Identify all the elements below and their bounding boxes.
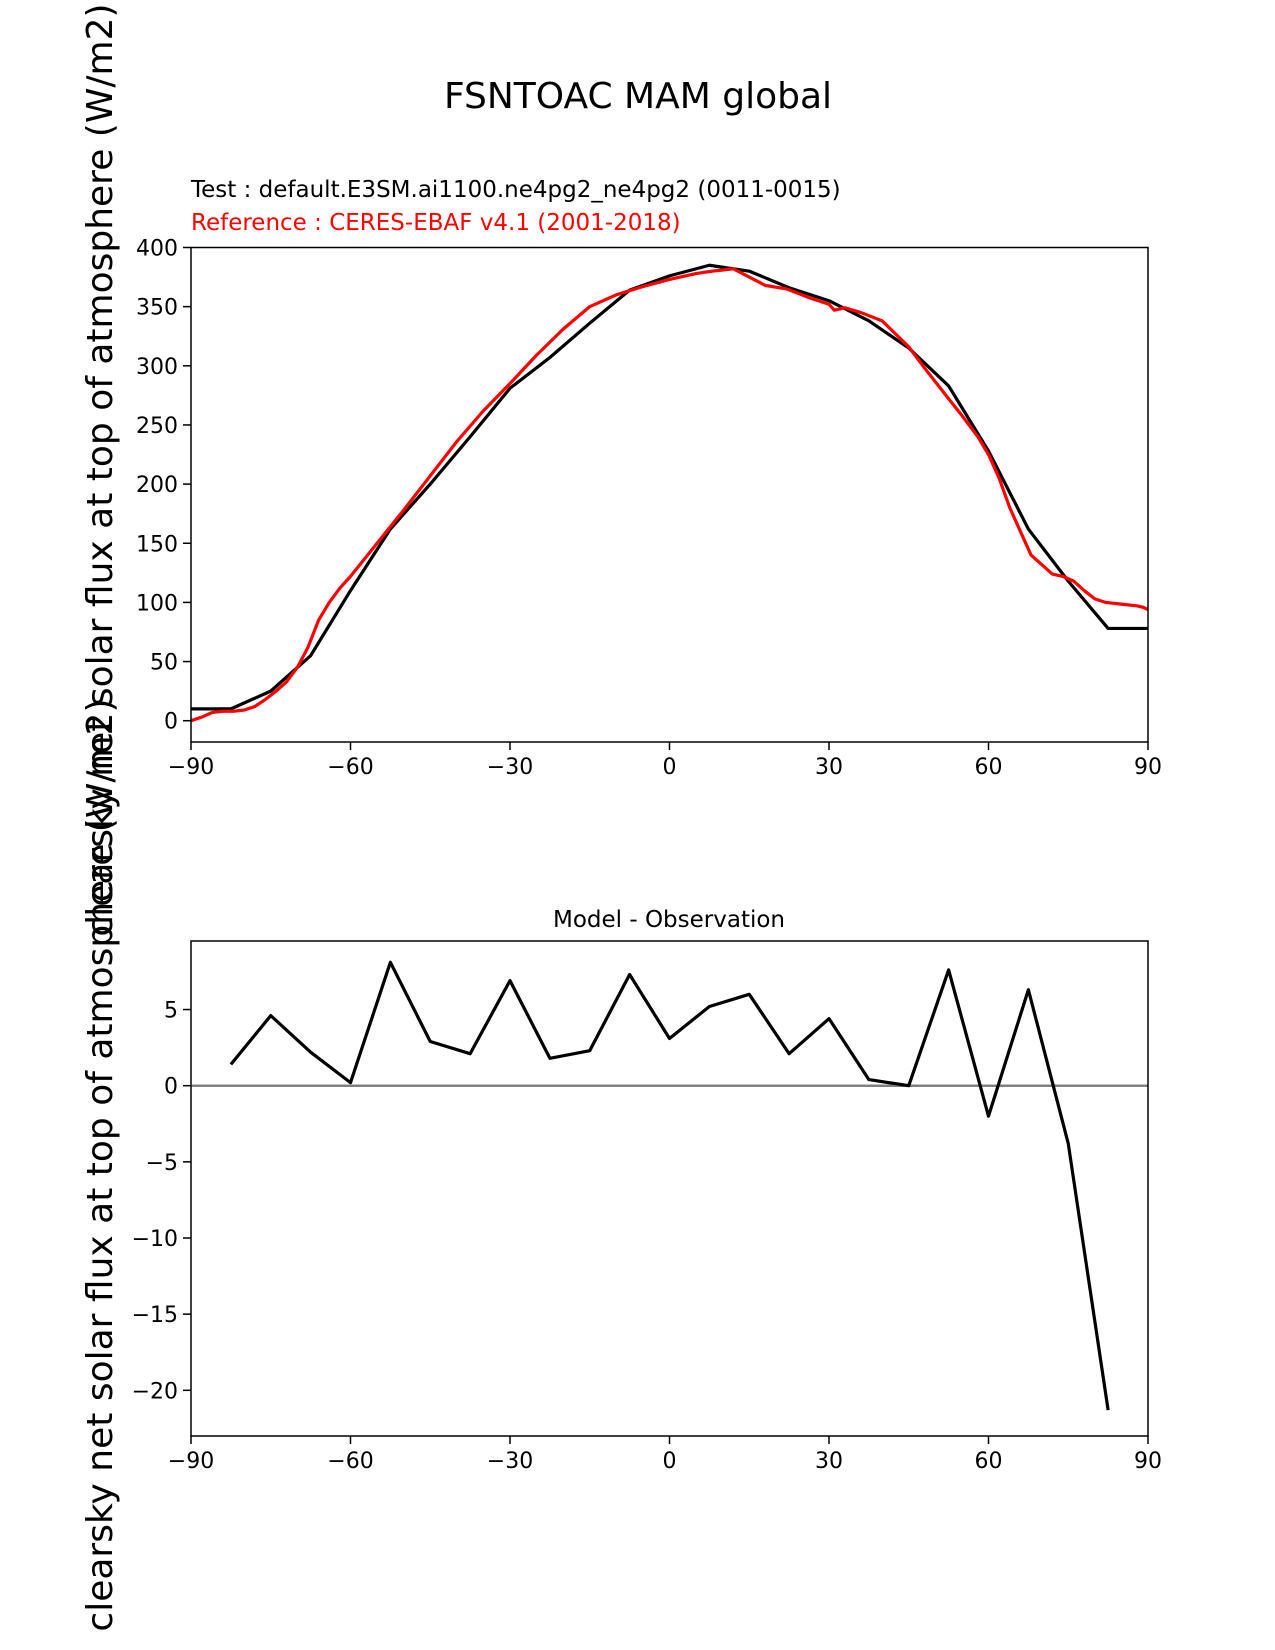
top-y-tick-label: 400 [136,237,178,262]
bottom-plot-frame [190,940,1149,1437]
bottom-y-tick-label: 5 [164,999,178,1024]
bottom-y-tick-label: 0 [164,1075,178,1100]
top-y-tick-label: 350 [136,296,178,321]
top-panel: Test : default.E3SM.ai1100.ne4pg2_ne4pg2… [136,177,1162,780]
bottom-panel: Model - Observation −90 −60 −30 0 30 60 90 5 0 −5… [132,907,1162,1474]
top-x-tick-label: −90 [168,755,214,780]
bottom-series-line-0 [229,960,1110,1411]
test-label: Test : default.E3SM.ai1100.ne4pg2_ne4pg2… [190,177,841,203]
top-x-tick-label: −60 [327,755,373,780]
bottom-y-tick-label: −20 [132,1379,178,1404]
top-x-tick-label: 30 [815,755,843,780]
bottom-x-tick-label: −60 [327,1449,373,1474]
top-x-tick-label: −30 [487,755,533,780]
top-series-line-0 [191,263,1148,711]
top-y-tick-label: 150 [136,532,178,557]
top-x-tick-label: 60 [975,755,1003,780]
top-series-line-1 [191,267,1148,723]
top-y-tick-label: 0 [164,710,178,735]
bottom-x-tick-label: 30 [815,1449,843,1474]
bottom-x-tick-label: −90 [168,1449,214,1474]
bottom-x-tick-label: 90 [1134,1449,1162,1474]
top-x-tick-label: 0 [663,755,677,780]
top-y-tick-label: 100 [136,591,178,616]
top-y-tick-label: 50 [150,651,178,676]
y-axis-label-top: clearsky net solar flux at top of atmosp… [80,3,121,936]
bottom-y-tick-label: −15 [132,1303,178,1328]
y-axis-label-bottom: clearsky net solar flux at top of atmosp… [80,698,121,1631]
top-plot-frame [190,246,1149,743]
bottom-y-tick-label: −10 [132,1227,178,1252]
top-y-tick-label: 250 [136,414,178,439]
reference-label: Reference : CERES-EBAF v4.1 (2001-2018) [191,210,681,236]
bottom-panel-title: Model - Observation [553,907,785,933]
top-y-tick-label: 200 [136,473,178,498]
bottom-x-tick-label: −30 [487,1449,533,1474]
bottom-y-tick-label: −5 [146,1151,178,1176]
figure-suptitle: FSNTOAC MAM global [444,76,832,117]
top-y-tick-label: 300 [136,355,178,380]
bottom-x-tick-label: 0 [663,1449,677,1474]
bottom-x-tick-label: 60 [975,1449,1003,1474]
top-x-tick-label: 90 [1134,755,1162,780]
